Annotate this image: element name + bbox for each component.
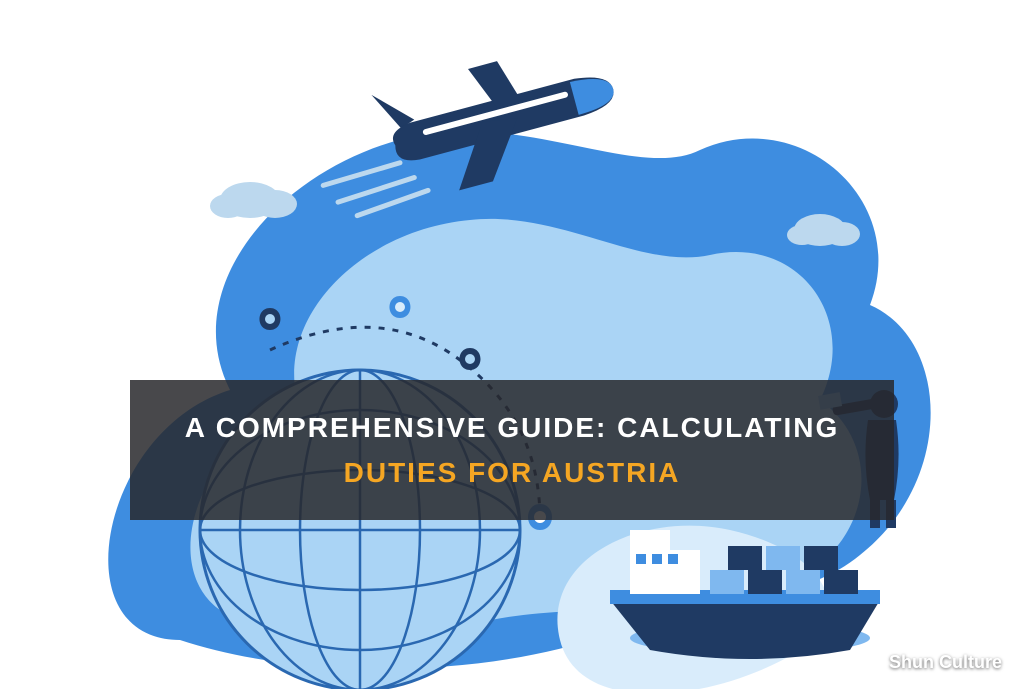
illustration-svg xyxy=(0,0,1024,689)
watermark: Shun Culture xyxy=(889,652,1002,673)
title-line-1: A COMPREHENSIVE GUIDE: CALCULATING xyxy=(170,408,854,447)
title-band: A COMPREHENSIVE GUIDE: CALCULATING DUTIE… xyxy=(130,380,894,520)
title-line-2: DUTIES FOR AUSTRIA xyxy=(170,453,854,492)
hero-illustration xyxy=(0,0,1024,689)
cloud-icon xyxy=(210,182,297,218)
